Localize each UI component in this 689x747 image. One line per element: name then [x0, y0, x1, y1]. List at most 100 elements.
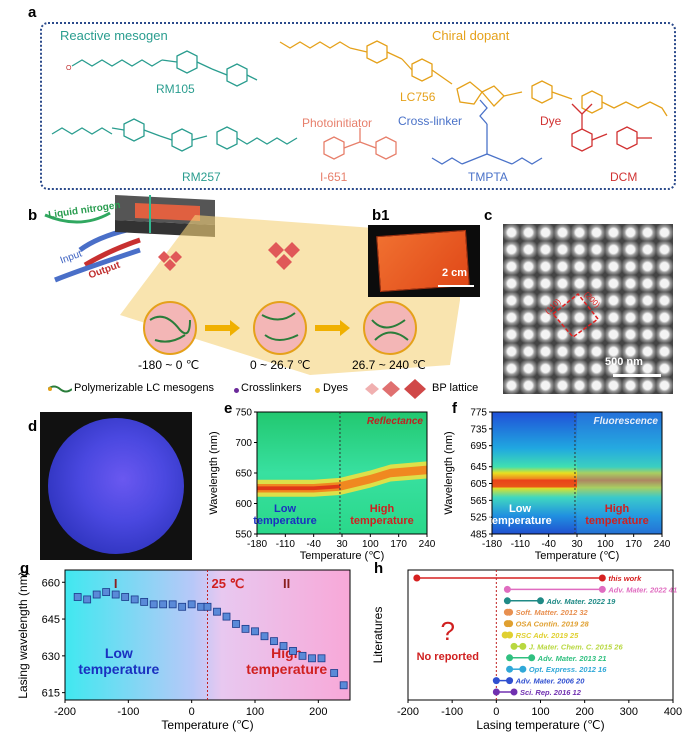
x-tick-label: -100	[117, 706, 139, 718]
panel-label-h: h	[374, 560, 384, 577]
literature-chart: -200 -100 0 100 200 300 400 Lasing temperature …	[371, 569, 682, 732]
data-point	[339, 681, 348, 690]
literature-end-marker	[537, 597, 544, 605]
x-axis-label: Lasing temperature (℃)	[476, 718, 604, 732]
literature-end-marker	[598, 574, 606, 582]
panel-label-f: f	[452, 400, 457, 417]
dye-label: Dye	[540, 114, 562, 128]
fluorescence-photo	[40, 412, 192, 560]
x-tick-label: 170	[625, 539, 642, 550]
chemical-structures: O	[51, 40, 668, 165]
x-axis-label: Temperature (℃)	[300, 550, 385, 562]
panel-label-b: b	[28, 207, 38, 224]
reflectance-band-core	[257, 465, 427, 493]
no-reported-label: No reported	[417, 651, 479, 663]
svg-text:O: O	[66, 65, 72, 72]
x-tick-label: -40	[306, 539, 321, 550]
data-point	[83, 595, 92, 604]
literature-end-marker	[519, 665, 527, 673]
x-tick-label: 30	[571, 539, 583, 550]
dcm-structure	[571, 103, 652, 152]
low-temperature-label: temperature	[488, 515, 552, 527]
y-tick-label: 750	[235, 408, 252, 419]
temp-range-3: 26.7 ~ 240 ℃	[352, 358, 426, 372]
y-tick-label: 630	[42, 651, 60, 663]
literature-end-marker	[506, 677, 514, 685]
data-point	[213, 607, 221, 616]
y-axis-label: Wavelength (nm)	[443, 431, 455, 514]
literature-start-marker	[492, 677, 500, 685]
divider-label: 25 ℃	[212, 576, 245, 591]
fluorescence-chart: Fluorescence 485 525 565 605 645 695 735 775 -180…	[443, 408, 671, 563]
x-tick-label: 240	[654, 539, 671, 550]
legend-crosslinker-dot	[234, 388, 239, 393]
high-temp-fade	[577, 412, 662, 534]
data-point	[298, 651, 307, 660]
y-tick-label: 735	[470, 424, 487, 435]
data-point	[187, 600, 196, 609]
crosslinker-label: Cross-linker	[398, 114, 463, 128]
group-chiral-dopant: Chiral dopant	[432, 28, 510, 43]
group-reactive-mesogen: Reactive mesogen	[60, 28, 168, 43]
x-tick-label: -100	[441, 706, 463, 718]
y-axis-label: Wavelength (nm)	[208, 431, 220, 514]
lc756-label: LC756	[400, 90, 436, 104]
data-point	[260, 632, 269, 641]
svg-text:(200): (200)	[582, 290, 602, 310]
scale-label-c: 500 nm	[605, 356, 643, 368]
literature-label: Adv. Mater. 2013 21	[537, 654, 607, 663]
x-tick-label: 0	[493, 706, 499, 718]
literature-end-marker	[598, 585, 606, 593]
high-temperature-label: High	[605, 503, 630, 515]
y-tick-label: 615	[42, 688, 60, 700]
tmpta-label: TMPTA	[468, 170, 508, 184]
x-tick-label: -200	[397, 706, 419, 718]
literature-start-marker	[492, 688, 500, 696]
photoinitiator-label: Photoinitiator	[302, 116, 373, 130]
x-axis-label: Temperature (℃)	[535, 550, 620, 562]
y-tick-label: 775	[470, 408, 487, 419]
y-tick-label: 660	[42, 577, 60, 589]
data-point	[102, 588, 111, 596]
x-tick-label: 100	[362, 539, 379, 550]
literature-start-marker	[503, 597, 511, 605]
x-tick-label: -180	[247, 539, 267, 550]
panel-label-c: c	[484, 207, 493, 224]
temp-range-1: -180 ~ 0 ℃	[138, 358, 200, 372]
literature-start-marker	[506, 665, 514, 673]
data-point	[159, 600, 168, 609]
x-axis-label: Temperature (℃)	[161, 718, 253, 732]
rm257-label: RM257	[182, 170, 221, 184]
literature-label: Adv. Mater. 2006 20	[515, 677, 586, 686]
low-temperature-label: Low	[274, 503, 296, 515]
low-temperature-label: temperature	[253, 515, 317, 527]
x-tick-label: 170	[390, 539, 407, 550]
data-point	[241, 624, 250, 633]
y-tick-label: 565	[470, 496, 487, 507]
panel-label-d: d	[28, 418, 38, 435]
lc756-structure	[279, 40, 668, 117]
literature-start-marker	[413, 574, 421, 582]
fluorescence-peak	[492, 479, 577, 488]
x-tick-label: -110	[511, 539, 531, 550]
region-ii-label: II	[283, 576, 290, 591]
literature-end-marker	[506, 631, 514, 639]
panel-label-g: g	[20, 560, 30, 577]
legend-dye-dot	[315, 388, 320, 393]
sample-photo: 2 cm	[368, 225, 480, 297]
data-point	[317, 654, 326, 663]
scale-label-b1: 2 cm	[442, 267, 468, 279]
panel-label-b1: b1	[372, 207, 390, 224]
data-point	[270, 637, 278, 646]
chemicals-box	[40, 22, 676, 190]
literature-label: Opt. Express. 2012 16	[529, 665, 607, 674]
literature-label: Sci. Rep. 2016 12	[520, 688, 582, 697]
literature-label: J. Mater. Chem. C. 2015 26	[529, 642, 624, 651]
panel-label-a: a	[28, 4, 37, 21]
literature-label: this work	[608, 574, 642, 583]
data-point	[251, 627, 259, 636]
x-tick-label: 30	[336, 539, 348, 550]
y-tick-label: 525	[470, 513, 487, 524]
high-temperature-label: temperature	[350, 515, 414, 527]
